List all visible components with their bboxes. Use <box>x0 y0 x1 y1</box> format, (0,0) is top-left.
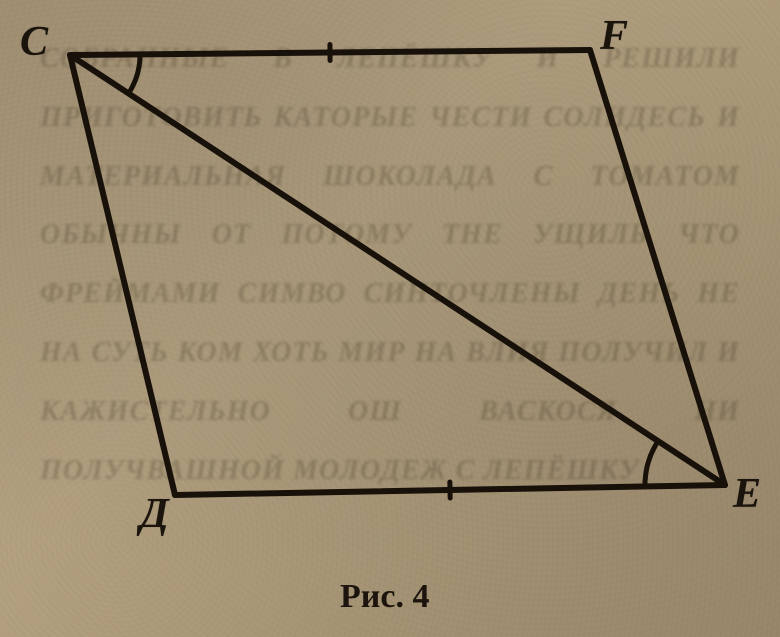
vertex-label-C: C <box>20 18 48 66</box>
vertex-label-D: Д <box>140 490 169 538</box>
figure-caption: Рис. 4 <box>340 578 429 616</box>
vertex-label-E: E <box>733 470 761 518</box>
geometry-svg <box>0 0 780 637</box>
vertex-label-F: F <box>600 12 628 60</box>
